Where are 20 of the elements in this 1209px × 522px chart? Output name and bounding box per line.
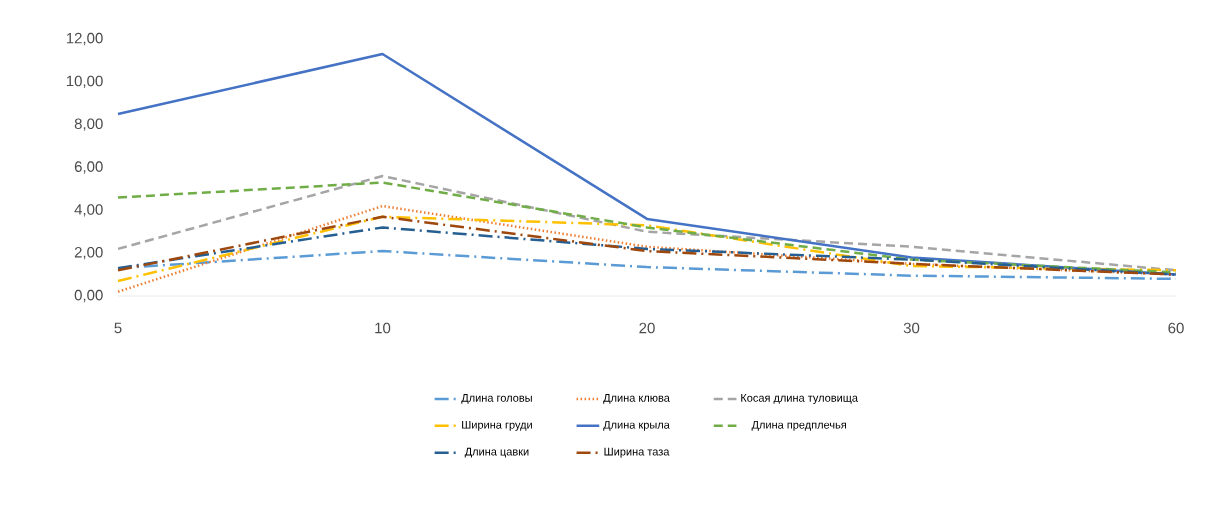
x-tick-label: 30 bbox=[903, 322, 920, 334]
legend-label: Длина крыла bbox=[603, 420, 670, 431]
legend-label: Ширина груди bbox=[462, 420, 532, 431]
x-tick-label: 20 bbox=[639, 322, 655, 334]
y-tick-label: 6,00 bbox=[74, 161, 103, 174]
x-tick-label: 5 bbox=[114, 322, 122, 334]
y-tick-label: 8,00 bbox=[74, 118, 103, 131]
y-tick-label: 12,00 bbox=[66, 32, 103, 46]
legend-label: Ширина таза bbox=[604, 447, 670, 458]
y-tick-label: 4,00 bbox=[74, 204, 103, 217]
x-tick-label: 10 bbox=[375, 322, 391, 334]
y-tick-label: 2,00 bbox=[74, 246, 103, 260]
legend-label: Косая длина туловища bbox=[741, 394, 858, 404]
legend-label: Длина предплечья bbox=[751, 420, 846, 431]
y-tick-label: 10,00 bbox=[66, 75, 103, 89]
legend-label: Длина цавки bbox=[464, 447, 529, 458]
legend-label: Длина головы bbox=[461, 394, 532, 404]
x-tick-label: 60 bbox=[1168, 322, 1184, 334]
legend-label: Длина клюва bbox=[603, 394, 670, 404]
y-tick-label: 0,00 bbox=[74, 289, 103, 303]
